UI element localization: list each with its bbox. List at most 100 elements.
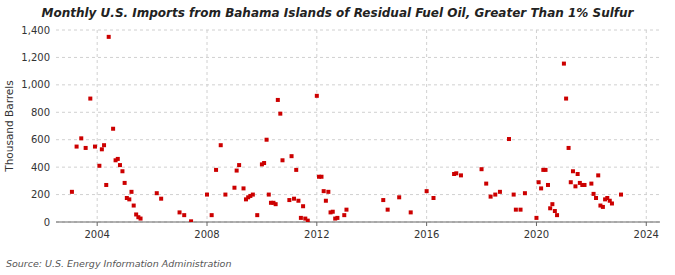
point [232,186,236,190]
point [514,208,518,212]
point [409,210,413,214]
grid [56,30,660,222]
point [548,206,552,210]
point [111,127,115,131]
y-grid-line [56,139,660,140]
point [219,143,223,147]
point [120,169,124,173]
point [484,182,488,186]
point [331,210,335,214]
point [589,182,593,186]
point [567,146,571,150]
point [539,186,543,190]
point [546,183,550,187]
point [75,145,79,149]
point [306,219,310,222]
x-grid-line [97,30,98,222]
y-grid-line [56,167,660,168]
point [512,193,516,197]
y-grid-line [56,84,660,85]
x-grid-line [536,30,537,222]
point [507,137,511,141]
point [292,197,296,201]
point [116,157,120,161]
axes: 20042008201220162020202402004006008001,0… [21,25,659,241]
point [159,197,163,201]
x-grid-line [426,30,427,222]
point [118,163,122,167]
point [489,195,493,199]
point [290,154,294,158]
point [139,217,143,221]
x-axis-line [56,222,660,223]
chart: 20042008201220162020202402004006008001,0… [0,0,675,275]
x-tick-label: 2024 [634,229,659,240]
point [276,98,280,102]
point [255,213,259,217]
point [127,197,131,201]
point [432,196,436,200]
point [583,183,587,187]
x-grid-line [316,30,317,222]
point [519,208,523,212]
point [555,213,559,217]
point [326,190,330,194]
point [301,204,305,208]
y-grid-line [56,57,660,58]
x-grid-line [646,30,647,222]
point [123,181,127,185]
source-note: Source: U.S. Energy Information Administ… [6,258,231,269]
point [287,198,291,202]
point [397,195,401,199]
point [97,164,101,168]
x-tick [426,222,427,226]
y-grid-line [56,30,660,31]
x-tick [316,222,317,226]
point [454,171,458,175]
point [178,210,182,214]
y-tick-label: 200 [31,189,50,200]
point [296,199,300,203]
point [498,190,502,194]
y-tick-label: 1,000 [21,79,50,90]
x-tick-label: 2016 [414,229,439,240]
point [210,213,214,217]
y-tick-label: 1,400 [21,25,50,36]
point [596,173,600,177]
point [130,190,134,194]
y-tick-label: 400 [31,162,50,173]
point [335,216,339,220]
x-tick [207,222,208,226]
point [480,167,484,171]
y-grid-line [56,112,660,113]
point [107,35,111,39]
point [88,97,92,101]
point [544,168,548,172]
point [534,216,538,220]
x-tick [97,222,98,226]
point [592,192,596,196]
y-grid-line [56,194,660,195]
point [573,184,577,188]
point [562,62,566,66]
point [386,208,390,212]
point [242,186,246,190]
point [459,173,463,177]
point [571,169,575,173]
point [281,158,285,162]
point [265,138,269,142]
point [594,196,598,200]
point [550,202,554,206]
y-tick-label: 0 [44,217,50,228]
point [569,180,573,184]
x-tick [536,222,537,226]
point [322,189,326,193]
point [344,208,348,212]
point [601,205,605,209]
point [205,193,209,197]
point [223,193,227,197]
x-tick [646,222,647,226]
point [70,190,74,194]
point [267,193,271,197]
point [132,204,136,208]
